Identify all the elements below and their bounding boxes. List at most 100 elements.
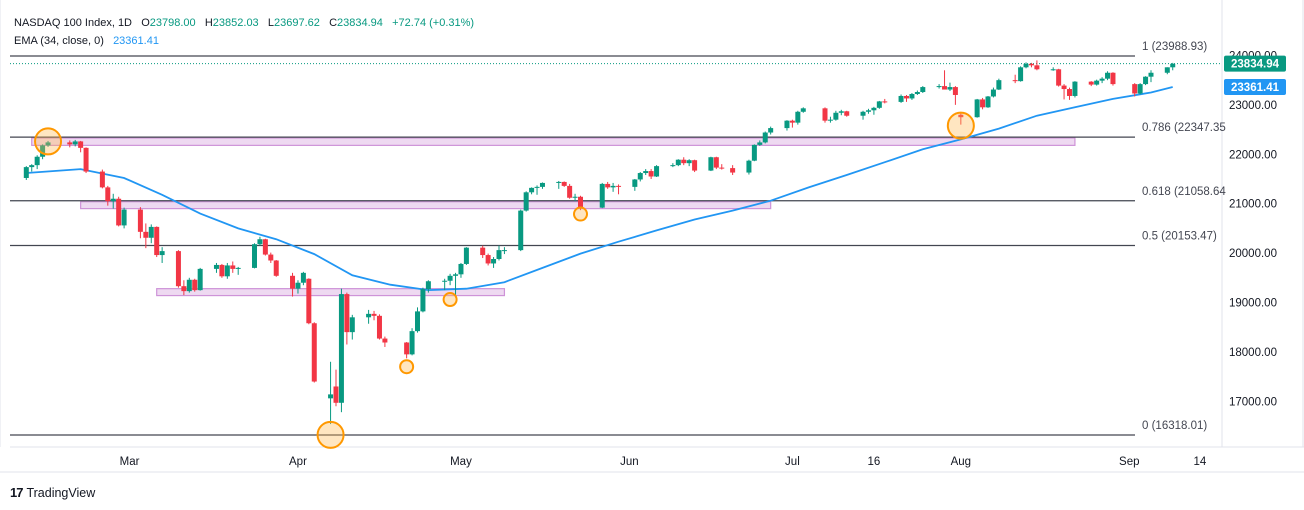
high-value: 23852.03 xyxy=(212,17,259,29)
candle-body xyxy=(1110,72,1116,85)
highlight-circle-marker xyxy=(442,292,458,308)
candle-body xyxy=(1023,63,1029,68)
candle-body xyxy=(1028,63,1034,66)
candle-body xyxy=(942,86,948,90)
candle-body xyxy=(72,141,78,145)
candle-body xyxy=(567,185,573,198)
ema-line xyxy=(26,86,1173,292)
candle-body xyxy=(1061,85,1067,90)
candle-body xyxy=(447,275,453,281)
support-resistance-zone xyxy=(31,137,1076,146)
price-tag-label: 23361.41 xyxy=(1231,82,1280,94)
candle-body xyxy=(784,120,790,129)
fib-level-label: 0.5 (20153.47) xyxy=(1142,231,1217,243)
candle-body xyxy=(311,323,317,382)
candle-body xyxy=(904,95,909,99)
candle-body xyxy=(985,96,991,108)
candle-body xyxy=(40,145,46,157)
symbol-title[interactable]: NASDAQ 100 Index, 1D xyxy=(14,17,133,29)
candle-body xyxy=(159,251,165,256)
candle-body xyxy=(382,338,388,343)
highlight-circle-marker xyxy=(573,206,588,222)
candle-body xyxy=(768,128,774,133)
candle-body xyxy=(838,111,844,113)
candle-body xyxy=(1105,72,1111,79)
candle-body xyxy=(795,111,801,123)
candle-body xyxy=(121,209,127,226)
candle-body xyxy=(616,185,622,187)
candle-body xyxy=(105,187,111,202)
candle-body xyxy=(110,198,116,202)
time-tick-label: 16 xyxy=(868,456,881,468)
fib-level-label: 0 (16318.01) xyxy=(1142,420,1207,432)
highlight-circle-marker xyxy=(946,111,975,140)
candle-body xyxy=(306,278,312,324)
candle-body xyxy=(952,87,958,95)
candle-body xyxy=(1067,89,1072,96)
candle-body xyxy=(442,280,448,282)
candle-body xyxy=(534,186,540,188)
candle-body xyxy=(914,92,920,94)
candle-body xyxy=(485,255,491,264)
candle-body xyxy=(273,260,279,276)
candle-body xyxy=(539,182,545,187)
candle-body xyxy=(692,160,698,171)
candle-body xyxy=(415,311,420,332)
candle-body xyxy=(453,274,459,276)
candle-body xyxy=(686,160,692,164)
support-resistance-zone xyxy=(80,201,772,210)
candle-body xyxy=(827,119,833,121)
highlight-circle-marker xyxy=(316,420,345,449)
change-value: +72.74 (+0.31%) xyxy=(392,17,475,29)
candle-body xyxy=(1050,69,1056,71)
candle-body xyxy=(1099,78,1105,81)
candle-body xyxy=(197,268,203,291)
candle-body xyxy=(1056,69,1062,86)
candle-body xyxy=(192,279,198,291)
candle-body xyxy=(556,181,562,183)
price-tick-label: 20000.00 xyxy=(1229,248,1277,260)
candle-body xyxy=(78,141,84,148)
candle-body xyxy=(235,267,241,269)
candle-body xyxy=(920,87,926,93)
candle-body xyxy=(882,101,888,103)
candle-body xyxy=(675,159,681,166)
candle-body xyxy=(501,250,507,252)
candle-body xyxy=(143,231,149,238)
candle-body xyxy=(496,250,502,260)
candle-body xyxy=(876,101,882,108)
highlight-circle-marker xyxy=(399,359,415,375)
fib-level-label: 1 (23988.93) xyxy=(1142,41,1207,53)
candle-body xyxy=(366,313,372,318)
candle-body xyxy=(224,265,230,277)
price-tag-label: 23834.94 xyxy=(1231,59,1280,71)
candle-body xyxy=(670,165,676,167)
candle-body xyxy=(648,171,654,177)
chart-legend-ohlc: NASDAQ 100 Index, 1D O23798.00 H23852.03… xyxy=(14,17,474,29)
price-tick-label: 19000.00 xyxy=(1229,297,1277,309)
time-tick-label: May xyxy=(450,456,472,468)
candle-body xyxy=(230,265,236,269)
candle-body xyxy=(1148,72,1154,77)
candle-body xyxy=(23,167,29,178)
tradingview-branding[interactable]: 17 TradingView xyxy=(10,485,95,500)
tradingview-brand-text: TradingView xyxy=(26,485,96,500)
candle-body xyxy=(958,114,964,118)
candle-body xyxy=(344,294,350,333)
candle-body xyxy=(643,171,649,174)
candle-body xyxy=(561,181,567,186)
candle-body xyxy=(154,226,160,256)
candle-body xyxy=(572,196,578,198)
ema-label[interactable]: EMA (34, close, 0) xyxy=(14,35,104,47)
candle-body xyxy=(34,156,40,166)
candle-body xyxy=(1072,81,1078,96)
candle-body xyxy=(1012,80,1018,82)
ema-value: 23361.41 xyxy=(113,35,159,47)
time-tick-label: Mar xyxy=(120,456,140,468)
price-tick-label: 21000.00 xyxy=(1229,199,1277,211)
candle-body xyxy=(67,142,73,145)
price-tick-label: 22000.00 xyxy=(1229,149,1277,161)
candle-body xyxy=(338,294,344,403)
low-value: 23697.62 xyxy=(274,17,320,29)
